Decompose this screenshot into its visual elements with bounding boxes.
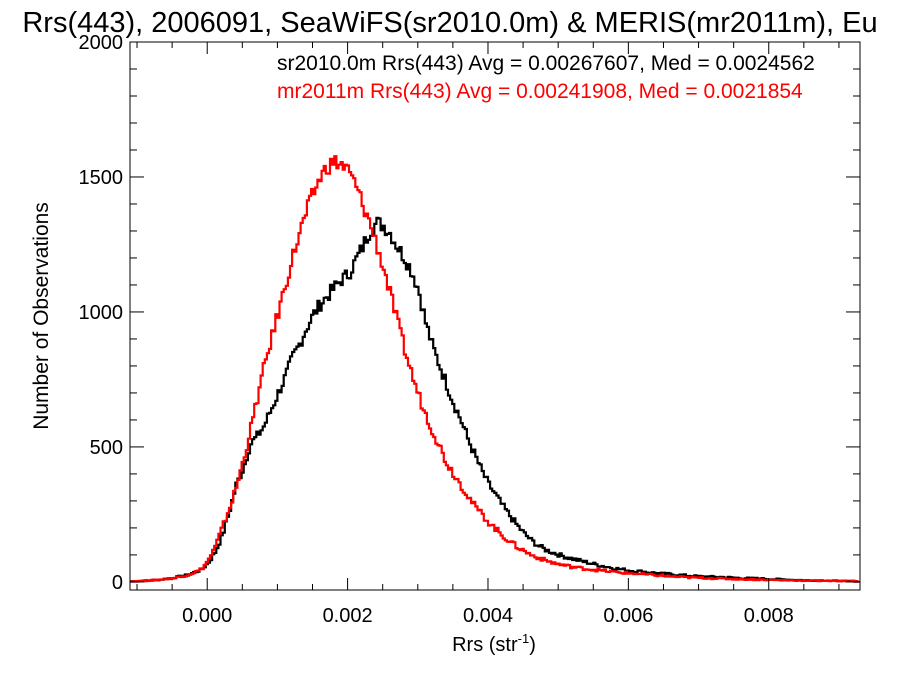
series-layer xyxy=(130,155,860,583)
x-tick-label: 0.002 xyxy=(323,605,373,627)
x-tick-label: 0.004 xyxy=(463,605,513,627)
y-tick-label: 1500 xyxy=(79,167,124,189)
x-axis-label: Rrs (str-1) xyxy=(452,631,536,656)
x-tick-label: 0.008 xyxy=(744,605,794,627)
annotation-layer: sr2010.0m Rrs(443) Avg = 0.00267607, Med… xyxy=(277,52,815,103)
plot-frame xyxy=(129,41,861,591)
y-tick-label: 500 xyxy=(90,437,123,459)
y-tick-label: 2000 xyxy=(79,32,124,54)
stats-annotation: mr2011m Rrs(443) Avg = 0.00241908, Med =… xyxy=(277,80,803,103)
x-axis-label-exponent: -1 xyxy=(518,631,530,646)
y-axis-ticks: 0 500 1000 1500 2000 xyxy=(79,32,860,594)
x-axis-label-close: ) xyxy=(529,634,536,656)
chart-title: Rrs(443), 2006091, SeaWiFS(sr2010.0m) & … xyxy=(22,7,877,39)
y-tick-label: 0 xyxy=(112,572,123,594)
series-line-mr2011m xyxy=(130,155,860,583)
y-tick-label: 1000 xyxy=(79,302,124,324)
stats-annotation: sr2010.0m Rrs(443) Avg = 0.00267607, Med… xyxy=(277,52,815,75)
x-tick-label: 0.000 xyxy=(182,605,232,627)
x-axis-label-text: Rrs (str xyxy=(452,634,518,656)
x-tick-label: 0.006 xyxy=(603,605,653,627)
x-axis-ticks: 0.000 0.002 0.004 0.006 0.008 xyxy=(136,42,840,627)
y-axis-label: Number of Observations xyxy=(30,202,53,430)
